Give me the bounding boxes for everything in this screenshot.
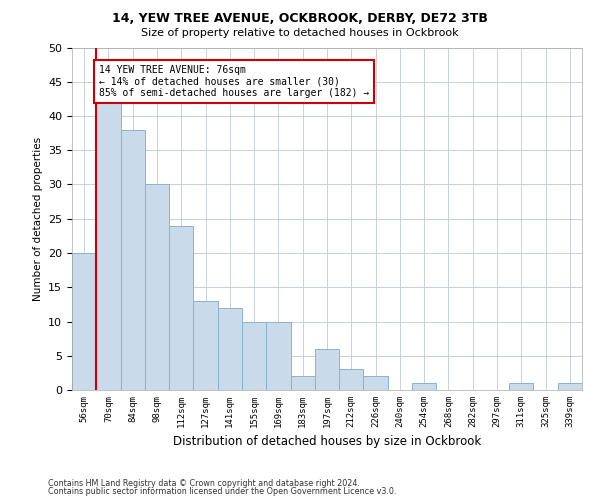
Bar <box>412 383 436 390</box>
Bar <box>364 376 388 390</box>
Bar <box>509 383 533 390</box>
Bar <box>145 184 169 390</box>
Bar <box>121 130 145 390</box>
Bar <box>266 322 290 390</box>
Bar <box>96 102 121 390</box>
Text: Size of property relative to detached houses in Ockbrook: Size of property relative to detached ho… <box>141 28 459 38</box>
Bar <box>193 301 218 390</box>
Y-axis label: Number of detached properties: Number of detached properties <box>32 136 43 301</box>
Text: Contains HM Land Registry data © Crown copyright and database right 2024.: Contains HM Land Registry data © Crown c… <box>48 478 360 488</box>
Text: 14, YEW TREE AVENUE, OCKBROOK, DERBY, DE72 3TB: 14, YEW TREE AVENUE, OCKBROOK, DERBY, DE… <box>112 12 488 26</box>
Bar <box>218 308 242 390</box>
Bar <box>290 376 315 390</box>
X-axis label: Distribution of detached houses by size in Ockbrook: Distribution of detached houses by size … <box>173 436 481 448</box>
Bar <box>558 383 582 390</box>
Bar <box>242 322 266 390</box>
Bar <box>169 226 193 390</box>
Text: 14 YEW TREE AVENUE: 76sqm
← 14% of detached houses are smaller (30)
85% of semi-: 14 YEW TREE AVENUE: 76sqm ← 14% of detac… <box>99 64 370 98</box>
Bar <box>72 253 96 390</box>
Bar <box>315 349 339 390</box>
Bar <box>339 370 364 390</box>
Text: Contains public sector information licensed under the Open Government Licence v3: Contains public sector information licen… <box>48 487 397 496</box>
